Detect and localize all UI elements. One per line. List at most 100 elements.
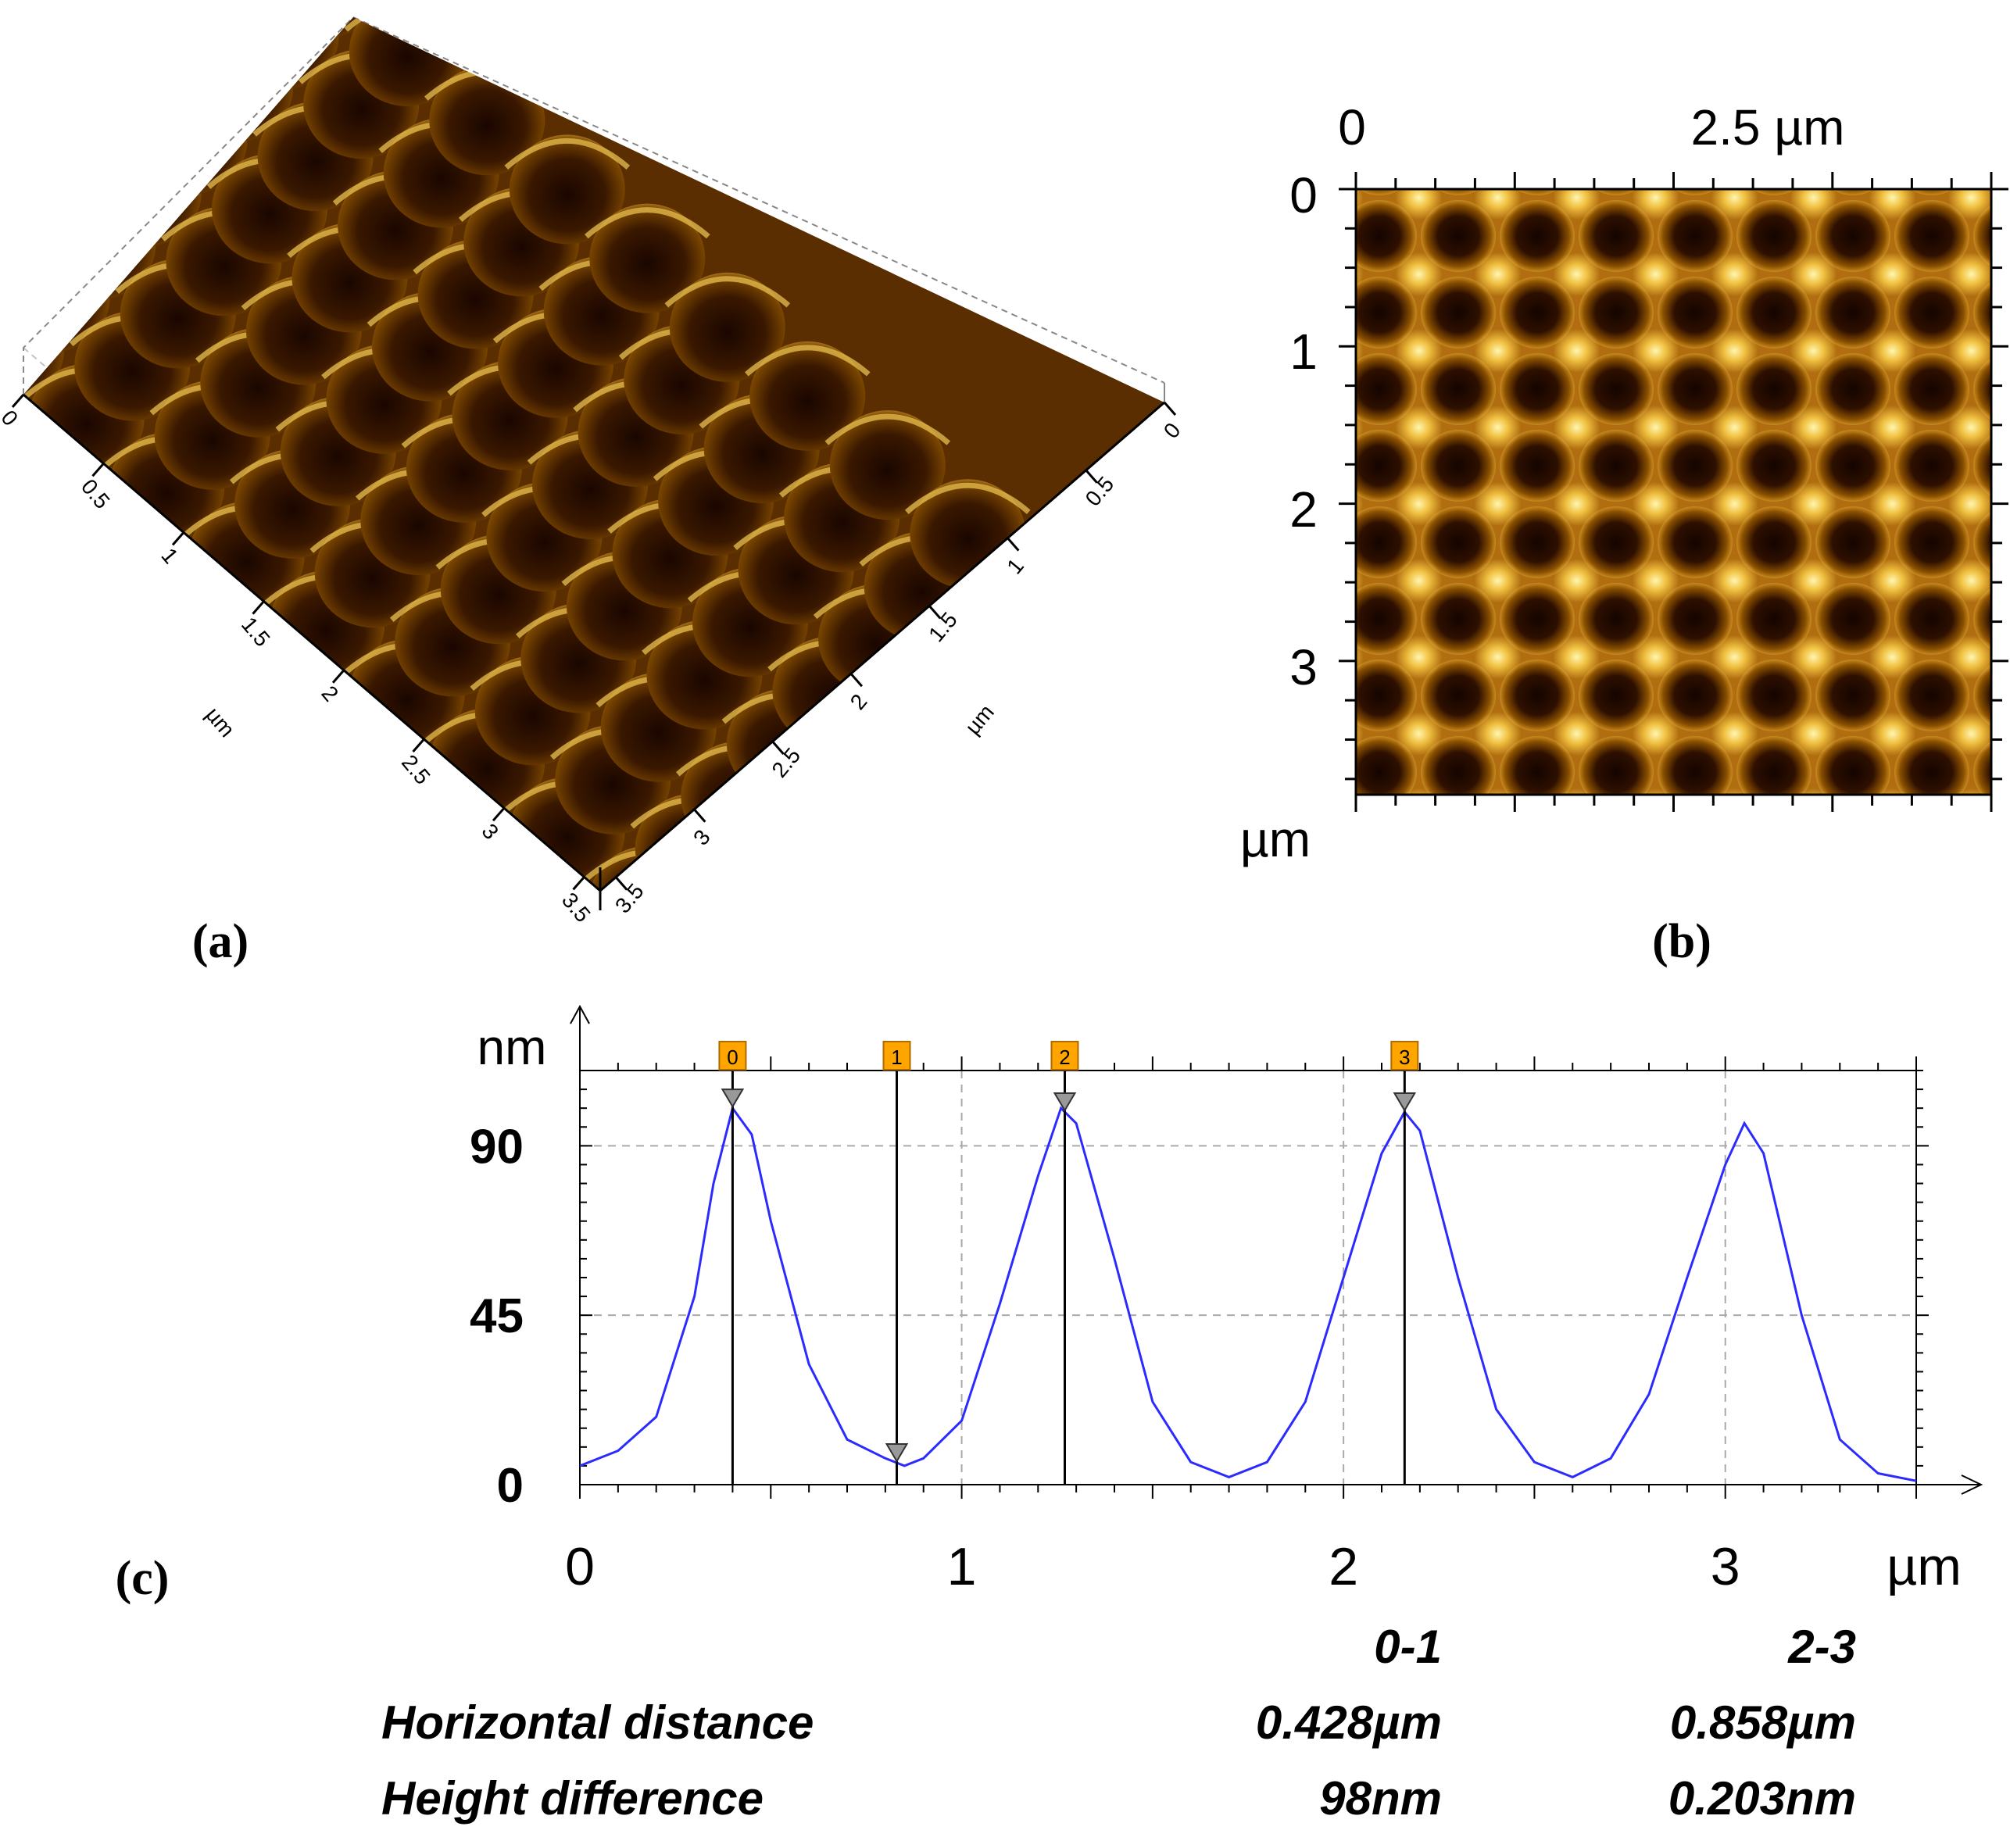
panel-b-top-label-1: 2.5 µm <box>1691 99 1845 155</box>
panel-c-line-profile: 0 1 2 3 0 1 2 3 0 45 90 nm µm (c) <box>116 1004 1983 1605</box>
heatmap-node <box>1632 406 1679 449</box>
heatmap-node <box>1869 712 1916 756</box>
x-tick-label: 0 <box>565 1537 595 1596</box>
heatmap-pit <box>1356 736 1417 795</box>
heatmap-pit <box>1894 659 1969 731</box>
heatmap-node <box>1475 865 1522 909</box>
heatmap-pit <box>1421 200 1496 272</box>
x-axis-label: µm <box>1887 1537 1962 1596</box>
heatmap-pit <box>1894 277 1969 349</box>
surface-ridge <box>585 207 710 239</box>
row-label-height-difference: Height difference <box>381 1772 764 1825</box>
heatmap-node <box>1790 252 1837 296</box>
heatmap-pit <box>1421 659 1496 731</box>
surface-ridge <box>745 345 871 377</box>
heatmap-node <box>1395 482 1443 526</box>
heatmap-node <box>1474 406 1522 449</box>
heatmap-node <box>1481 788 1515 795</box>
heatmap-node <box>1632 189 1679 220</box>
x-tick-label: 2 <box>1329 1537 1358 1596</box>
panel-a-right-tick-label: 1 <box>1002 554 1028 579</box>
heatmap-node <box>1553 559 1600 602</box>
heatmap-node <box>1711 482 1758 526</box>
panel-a-right-tick-label: 0 <box>1159 418 1186 443</box>
panel-a-left-tick <box>171 531 185 546</box>
heatmap-node <box>1947 559 1991 602</box>
heatmap-node <box>1632 559 1679 602</box>
surface-ridge <box>23 245 115 277</box>
heatmap-pit <box>1357 189 1401 195</box>
heatmap-node <box>1947 189 1991 220</box>
surface-cell <box>509 134 625 245</box>
row-label-horizontal-distance: Horizontal distance <box>381 1696 814 1749</box>
panel-a-right-tick-label: 1.5 <box>924 608 962 647</box>
surface-ridge <box>80 141 207 173</box>
panel-b-left-tick-3: 3 <box>1289 639 1318 695</box>
pair-header-2-3: 2-3 <box>1787 1621 1856 1673</box>
heatmap-node <box>1632 482 1679 526</box>
panel-a-left-tick-label: 3.5 <box>557 888 595 927</box>
heatmap-node <box>1947 712 1991 756</box>
cursor-triangle-0 <box>721 1088 745 1109</box>
panel-a-right-tick <box>771 741 785 755</box>
heatmap-pit <box>1973 358 1991 420</box>
heatmap-node <box>1553 329 1600 373</box>
panel-a-left-tick <box>11 394 25 408</box>
heatmap-pit <box>1815 277 1890 349</box>
heatmap-pit <box>1736 583 1812 655</box>
heatmap-node <box>1633 865 1679 909</box>
heatmap-node <box>1395 252 1443 296</box>
value-horizontal-2-3: 0.858µm <box>1670 1696 1856 1749</box>
value-height-2-3: 0.203nm <box>1668 1772 1856 1825</box>
panel-a-left-tick <box>252 600 265 615</box>
panel-a-right-tick-label: 2.5 <box>767 743 805 782</box>
heatmap-pit <box>1658 659 1733 731</box>
heatmap-pit <box>1973 434 1991 497</box>
heatmap-node <box>1474 189 1522 220</box>
heatmap-node <box>1396 942 1443 985</box>
heatmap-node <box>1553 406 1600 449</box>
panel-a-left-tick-label: 0.5 <box>77 474 115 513</box>
heatmap-node <box>1356 564 1364 597</box>
surface-cell <box>543 899 659 1008</box>
heatmap-pit <box>1658 277 1733 349</box>
heatmap-node <box>1869 559 1916 602</box>
heatmap-node <box>1711 635 1758 679</box>
heatmap-node <box>1869 942 1916 985</box>
heatmap-node <box>1356 189 1364 214</box>
cursor-flag-label-1: 1 <box>891 1046 902 1069</box>
panel-b-left-tick-0: 0 <box>1289 167 1318 223</box>
heatmap-node <box>1560 788 1593 795</box>
surface-ridge <box>504 138 631 170</box>
panel-c-label: (c) <box>116 1552 170 1605</box>
x-tick-label: 3 <box>1711 1537 1740 1596</box>
heatmap-pit <box>1500 583 1575 655</box>
cursor-triangle-1 <box>885 1443 909 1464</box>
heatmap-node <box>1869 329 1916 373</box>
heatmap-pit <box>1579 353 1654 425</box>
heatmap-pit <box>1658 583 1733 655</box>
cursor-flag-label-0: 0 <box>727 1046 738 1069</box>
panel-a-right-tick-label: 2 <box>846 689 872 714</box>
heatmap-node <box>1869 406 1916 449</box>
heatmap-node <box>1876 788 1909 795</box>
heatmap-pit <box>1263 736 1338 808</box>
heatmap-pit <box>1579 430 1654 502</box>
heatmap-pit <box>1356 506 1417 578</box>
surface-ridge <box>172 36 299 68</box>
heatmap-node <box>1869 482 1916 526</box>
panel-a-left-tick <box>331 669 345 684</box>
series-line-profile <box>579 1105 1917 1482</box>
panel-b-heatmap: 0 2.5 µm 0 1 2 3 µm (b) <box>1240 99 2008 985</box>
panel-a-left-tick-label: 0 <box>0 406 23 431</box>
heatmap-pit <box>1894 353 1969 425</box>
pair-header-0-1: 0-1 <box>1374 1621 1442 1673</box>
panel-b-top-label-0: 0 <box>1338 99 1366 155</box>
heatmap-pit <box>1500 506 1575 578</box>
heatmap-pit <box>1579 659 1654 731</box>
heatmap-pit <box>1579 200 1654 272</box>
surface-cell <box>749 341 866 451</box>
heatmap-node <box>1475 942 1522 985</box>
heatmap-pit <box>1815 583 1890 655</box>
heatmap-pit <box>1421 506 1496 578</box>
